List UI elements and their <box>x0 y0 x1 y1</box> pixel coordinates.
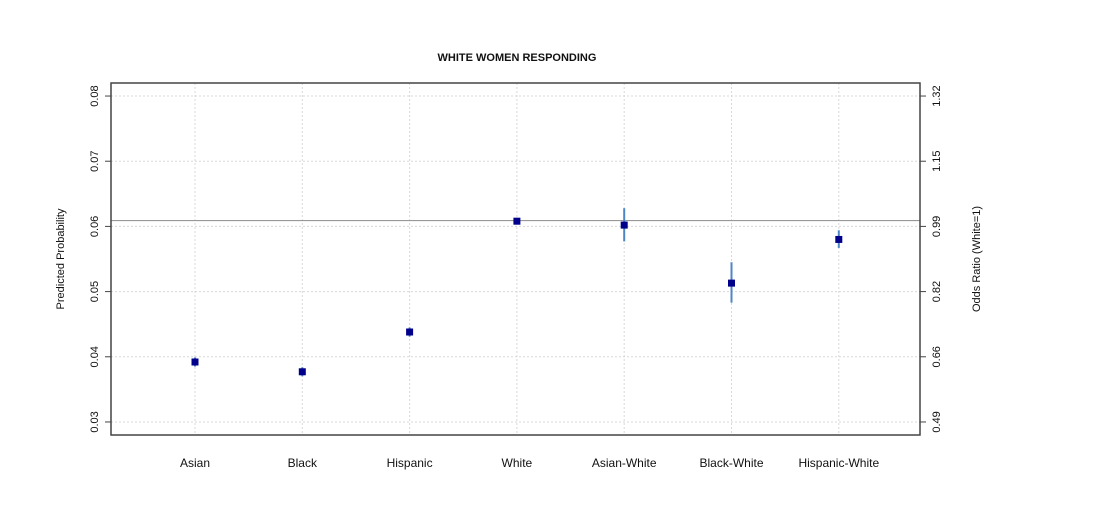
y2-tick-label: 1.32 <box>931 85 943 106</box>
y-tick-label: 0.03 <box>89 411 101 432</box>
chart-title: WHITE WOMEN RESPONDING <box>438 52 597 64</box>
data-point <box>728 279 735 287</box>
data-point <box>620 221 628 229</box>
y2-tick-label: 0.49 <box>931 411 943 432</box>
y2-axis-label: Odds Ratio (White=1) <box>971 206 983 312</box>
x-tick-label: White <box>502 456 533 470</box>
x-tick-label: Hispanic-White <box>798 456 879 470</box>
x-tick-label: Black <box>288 456 318 470</box>
x-tick-label: Asian-White <box>592 456 657 470</box>
y-tick-label: 0.06 <box>89 216 101 237</box>
data-point <box>406 328 414 336</box>
data-point <box>835 235 843 243</box>
data-point <box>191 358 199 366</box>
data-point <box>513 217 521 225</box>
y2-tick-label: 0.82 <box>931 281 943 302</box>
data-point <box>298 368 306 376</box>
y-axis-label: Predicted Probability <box>55 208 67 309</box>
y-tick-label: 0.08 <box>89 85 101 106</box>
y-tick-label: 0.05 <box>89 281 101 302</box>
y2-tick-label: 0.66 <box>931 346 943 367</box>
x-tick-label: Black-White <box>699 456 763 470</box>
x-tick-label: Hispanic <box>387 456 433 470</box>
y2-tick-label: 1.15 <box>931 151 943 172</box>
y-tick-label: 0.07 <box>89 151 101 172</box>
y-tick-label: 0.04 <box>89 346 101 367</box>
plot-frame <box>110 82 921 436</box>
y2-tick-label: 0.99 <box>931 216 943 237</box>
x-tick-label: Asian <box>180 456 210 470</box>
